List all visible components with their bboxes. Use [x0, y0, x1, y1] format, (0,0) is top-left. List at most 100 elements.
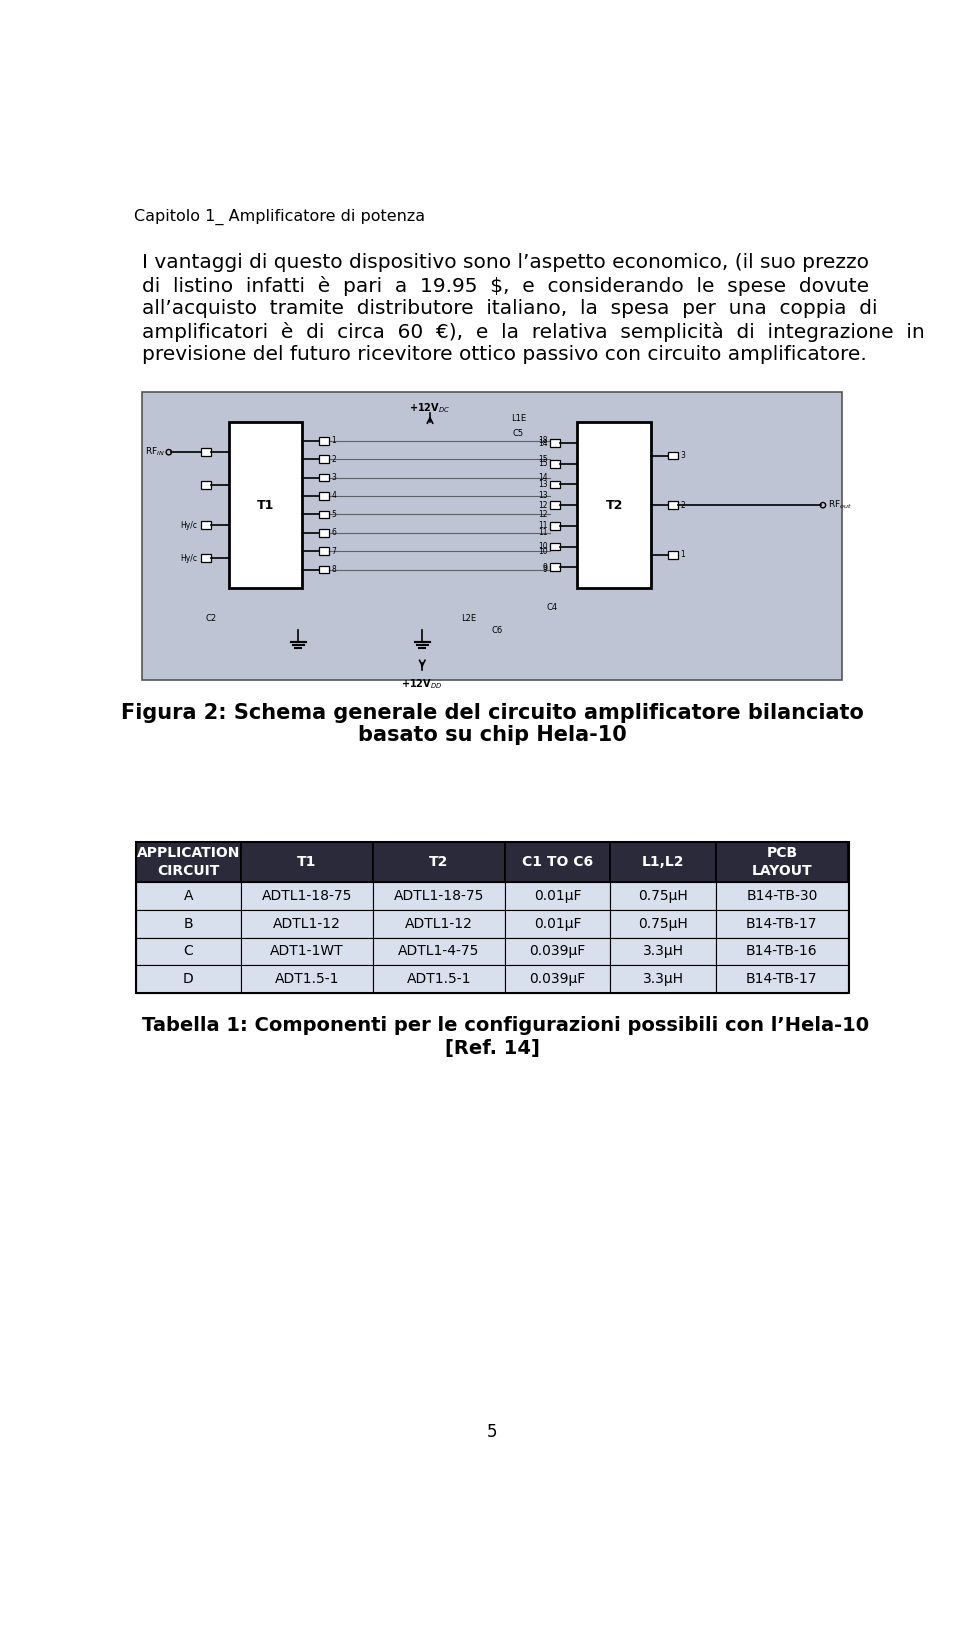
Bar	[577, 423, 651, 587]
Bar	[135, 843, 241, 882]
Text: 0.01μF: 0.01μF	[534, 916, 582, 931]
Text: C6: C6	[492, 626, 503, 635]
Text: 0.75μH: 0.75μH	[638, 916, 688, 931]
Bar	[505, 937, 611, 965]
Text: 12: 12	[539, 501, 548, 509]
Bar	[611, 909, 716, 937]
Text: 3: 3	[331, 473, 336, 482]
Bar	[550, 439, 561, 447]
Bar	[319, 566, 329, 573]
Bar	[372, 965, 505, 992]
Text: di  listino  infatti  è  pari  a  19.95  $,  e  considerando  le  spese  dovute: di listino infatti è pari a 19.95 $, e c…	[142, 277, 869, 296]
Text: 6: 6	[331, 529, 336, 537]
Text: ADTL1-18-75: ADTL1-18-75	[262, 888, 352, 903]
Bar	[372, 909, 505, 937]
Bar	[505, 909, 611, 937]
Text: 13: 13	[539, 480, 548, 490]
Bar	[668, 501, 678, 509]
Bar	[319, 529, 329, 537]
Bar	[202, 449, 211, 456]
Text: 2: 2	[331, 454, 336, 464]
Text: B: B	[183, 916, 193, 931]
Text: B14-TB-17: B14-TB-17	[746, 971, 818, 986]
Bar	[550, 460, 561, 467]
Text: 13: 13	[539, 491, 548, 501]
Text: RF$_{out}$: RF$_{out}$	[828, 499, 852, 511]
Text: 15: 15	[539, 459, 548, 469]
Text: 1: 1	[331, 436, 336, 446]
Text: 14: 14	[539, 473, 548, 482]
Bar	[202, 482, 211, 490]
Bar	[550, 543, 561, 550]
Text: ADTL1-4-75: ADTL1-4-75	[398, 944, 480, 958]
Bar	[550, 522, 561, 530]
Bar	[550, 480, 561, 488]
Text: ADT1.5-1: ADT1.5-1	[407, 971, 471, 986]
Text: 11: 11	[539, 521, 548, 530]
Text: D: D	[183, 971, 194, 986]
Text: L1,L2: L1,L2	[642, 856, 684, 869]
Bar	[668, 452, 678, 459]
Text: 10: 10	[539, 542, 548, 552]
Text: amplificatori  è  di  circa  60  €),  e  la  relativa  semplicità  di  integrazi: amplificatori è di circa 60 €), e la rel…	[142, 322, 924, 342]
Bar	[241, 843, 372, 882]
Text: APPLICATION
CIRCUIT: APPLICATION CIRCUIT	[136, 846, 240, 877]
Text: [Ref. 14]: [Ref. 14]	[444, 1040, 540, 1058]
Bar	[716, 843, 848, 882]
Text: 14: 14	[539, 439, 548, 447]
Bar	[505, 965, 611, 992]
Bar	[372, 882, 505, 909]
Bar	[668, 552, 678, 558]
Bar	[716, 965, 848, 992]
Bar	[319, 547, 329, 555]
Text: +12V$_{DC}$: +12V$_{DC}$	[409, 400, 450, 415]
Text: 2: 2	[681, 501, 685, 509]
Text: A: A	[183, 888, 193, 903]
Bar	[372, 937, 505, 965]
Text: 3.3μH: 3.3μH	[642, 944, 684, 958]
Bar	[611, 843, 716, 882]
Bar	[611, 965, 716, 992]
Text: RF$_{IN}$: RF$_{IN}$	[145, 446, 165, 459]
Bar	[202, 555, 211, 561]
Text: Figura 2: Schema generale del circuito amplificatore bilanciato: Figura 2: Schema generale del circuito a…	[121, 703, 863, 724]
Bar	[241, 965, 372, 992]
Text: 7: 7	[331, 547, 336, 556]
Bar	[319, 473, 329, 482]
Bar	[550, 563, 561, 571]
Text: 4: 4	[331, 491, 336, 501]
Bar	[135, 882, 241, 909]
Text: 9: 9	[543, 565, 548, 574]
Text: 0.039μF: 0.039μF	[530, 971, 586, 986]
Text: ADTL1-12: ADTL1-12	[273, 916, 341, 931]
Text: C: C	[183, 944, 193, 958]
Bar	[135, 965, 241, 992]
Text: L1E: L1E	[512, 413, 526, 423]
Text: T2: T2	[429, 856, 448, 869]
Bar	[142, 392, 842, 680]
Text: B14-TB-17: B14-TB-17	[746, 916, 818, 931]
Text: +12V$_{DD}$: +12V$_{DD}$	[401, 677, 443, 691]
Text: previsione del futuro ricevitore ottico passivo con circuito amplificatore.: previsione del futuro ricevitore ottico …	[142, 345, 867, 364]
Bar	[716, 882, 848, 909]
Text: all’acquisto  tramite  distributore  italiano,  la  spesa  per  una  coppia  di: all’acquisto tramite distributore italia…	[142, 299, 877, 319]
Text: 11: 11	[539, 529, 548, 537]
Bar	[319, 456, 329, 464]
Text: Tabella 1: Componenti per le configurazioni possibili con l’Hela-10: Tabella 1: Componenti per le configurazi…	[142, 1015, 869, 1035]
Text: 0.01μF: 0.01μF	[534, 888, 582, 903]
Bar	[505, 843, 611, 882]
Text: ADTL1-12: ADTL1-12	[405, 916, 473, 931]
Text: T2: T2	[606, 498, 623, 511]
Text: 0.039μF: 0.039μF	[530, 944, 586, 958]
Text: 0.75μH: 0.75μH	[638, 888, 688, 903]
Text: C4: C4	[546, 602, 557, 612]
Bar	[202, 521, 211, 529]
Bar	[135, 909, 241, 937]
Text: C5: C5	[513, 430, 524, 438]
Bar	[716, 937, 848, 965]
Text: basato su chip Hela-10: basato su chip Hela-10	[358, 726, 626, 745]
Text: C2: C2	[205, 615, 217, 623]
Bar	[319, 491, 329, 499]
Text: 15: 15	[539, 454, 548, 464]
Bar	[505, 882, 611, 909]
